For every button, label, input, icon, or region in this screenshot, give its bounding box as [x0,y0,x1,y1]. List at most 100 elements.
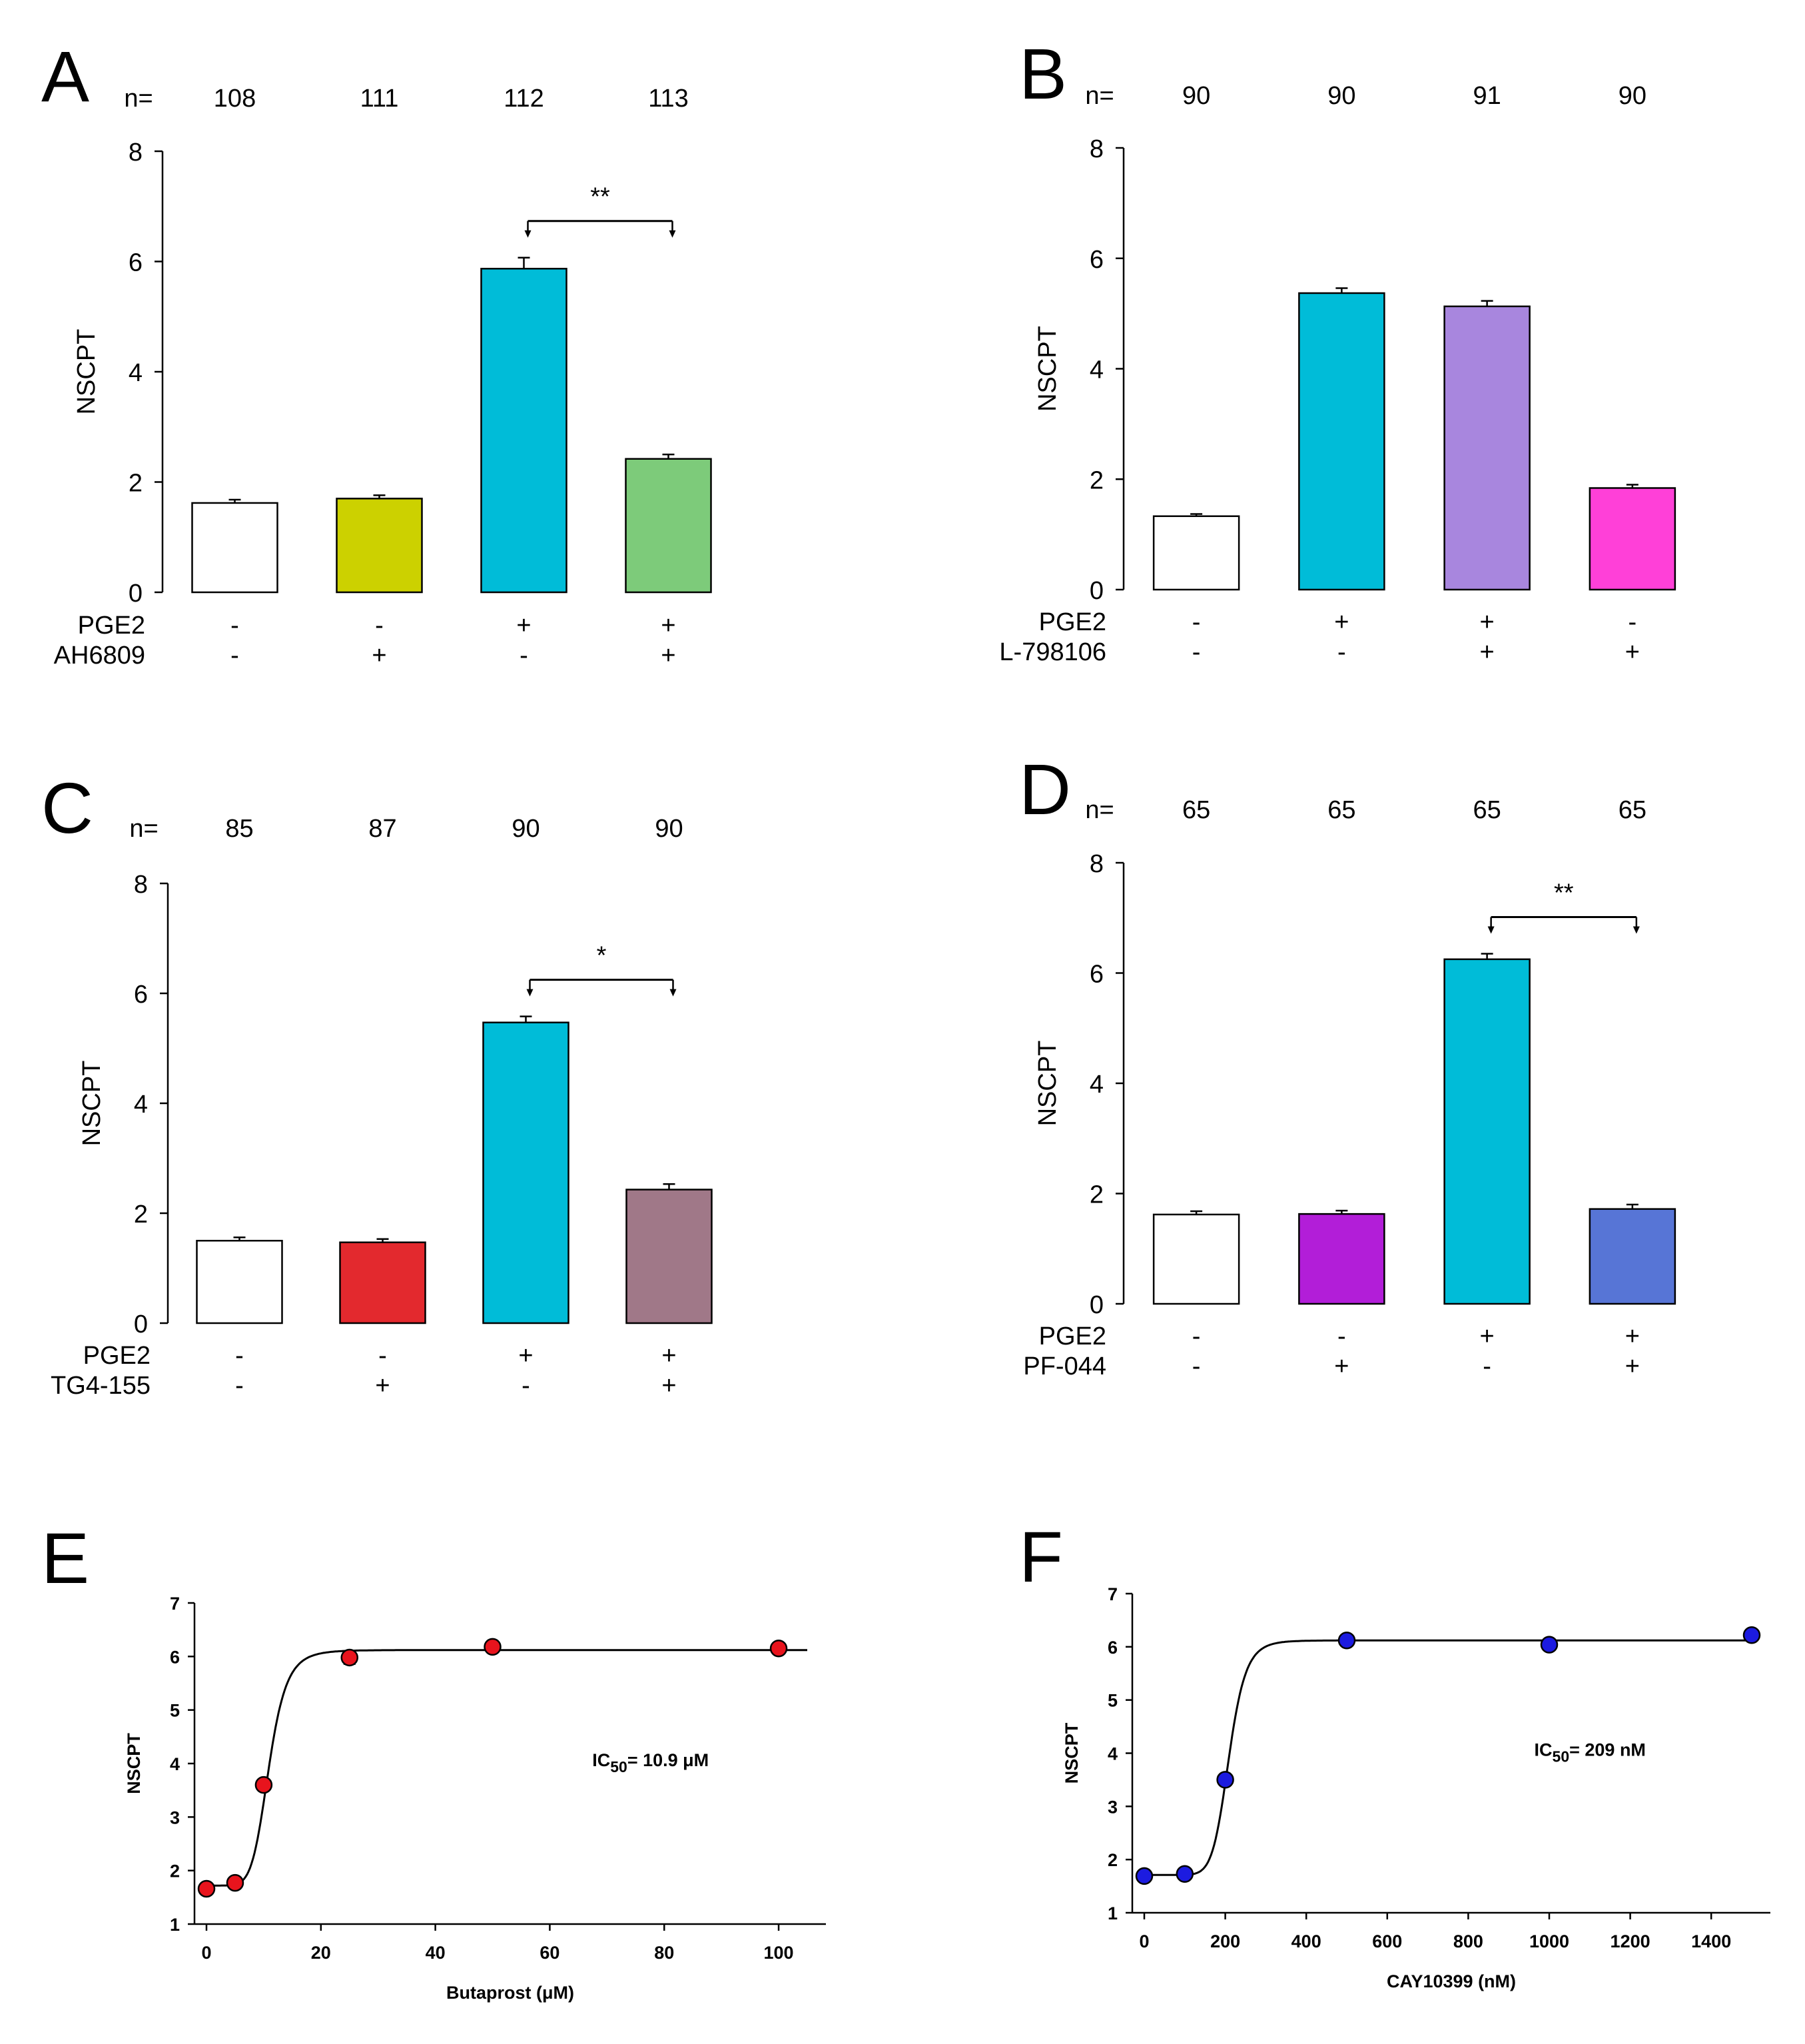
y-tick-label: 1 [170,1915,180,1935]
panel-f: F 1 2 3 4 5 6 7 0 200 400 600 800 1000 1200 1400 CAY1039… [1019,1516,1770,1991]
n-value: 87 [368,815,396,843]
significance-label: ** [590,183,610,211]
treatment-sign: + [518,1342,533,1370]
bar [482,1021,569,1324]
data-point [340,1648,359,1667]
y-tick-label: 4 [170,1754,180,1774]
treatment-sign: + [375,1372,390,1400]
treatment-sign: - [235,1342,244,1370]
panel-label: D [1019,749,1071,829]
bar [1298,292,1385,591]
n-value: 90 [1619,82,1646,110]
data-point [254,1776,273,1794]
treatment-label: TG4-155 [51,1372,151,1400]
y-tick-label: 4 [134,1091,148,1119]
treatment-sign: - [378,1342,387,1370]
y-tick-label: 4 [1090,1071,1104,1099]
treatment-sign: - [375,612,384,640]
y-tick-label: 0 [1090,1291,1104,1319]
bar [1152,515,1240,591]
significance-arrow [669,989,677,997]
y-tick-label: 8 [1090,135,1104,163]
treatment-sign: - [235,1372,244,1400]
x-tick-label: 80 [654,1943,674,1963]
treatment-label: AH6809 [54,642,145,670]
y-tick-label: 2 [170,1861,180,1881]
y-tick-label: 6 [170,1647,180,1667]
y-axis-title: NSCPT [73,329,101,415]
n-value: 90 [512,815,540,843]
treatment-sign: + [1625,1322,1640,1350]
data-point [1216,1771,1234,1789]
y-tick-label: 6 [1090,246,1104,274]
treatment-sign: + [661,612,675,640]
treatment-sign: - [230,642,239,670]
treatment-sign: + [1625,638,1640,666]
significance-label: * [597,942,607,970]
y-tick-label: 8 [134,871,148,899]
n-value: 85 [225,815,253,843]
panel-label: C [41,767,93,848]
y-axis-title: NSCPT [1034,1041,1062,1127]
ic50-subscript: 50 [1553,1748,1570,1765]
ic50-value: = 209 nM [1569,1740,1646,1760]
n-value: 65 [1473,796,1501,824]
treatment-sign: - [520,642,528,670]
y-tick-label: 6 [134,981,148,1009]
ic50-prefix: IC [1535,1740,1553,1760]
x-tick-label: 40 [426,1943,446,1963]
bar [1589,487,1676,591]
bar [1298,1213,1385,1305]
y-tick-label: 0 [129,580,143,608]
y-tick-label: 8 [1090,850,1104,878]
y-tick-label: 3 [170,1807,180,1827]
n-value: 90 [655,815,683,843]
data-point [1742,1626,1761,1644]
bar [339,1241,426,1324]
ic50-subscript: 50 [610,1758,627,1776]
n-value: 90 [1327,82,1355,110]
treatment-sign: - [230,612,239,640]
bar [625,1189,713,1324]
y-tick-label: 6 [129,249,143,277]
panel-label: E [41,1518,89,1598]
bar [336,498,423,594]
y-tick-label: 5 [170,1701,180,1721]
n-value: 112 [504,85,544,113]
n-value: 91 [1473,82,1501,110]
significance-arrow [526,989,534,997]
treatment-sign: + [1480,638,1495,666]
n-label: n= [1085,82,1114,110]
ic50-prefix: IC [592,1750,610,1770]
y-tick-label: 6 [1108,1638,1118,1658]
data-point [1337,1632,1356,1650]
bar [196,1240,283,1324]
x-axis-title: CAY10399 (nM) [1387,1971,1516,1991]
bar [480,268,567,594]
treatment-label: PGE2 [83,1342,151,1370]
y-tick-label: 6 [1090,961,1104,989]
n-value: 111 [360,85,399,113]
y-tick-label: 2 [129,470,143,498]
n-label: n= [129,815,158,843]
x-tick-label: 0 [1139,1931,1149,1951]
treatment-sign: - [1192,638,1201,666]
treatment-sign: + [661,642,675,670]
significance-arrow [669,230,676,238]
y-tick-label: 7 [170,1594,180,1614]
y-tick-label: 4 [1108,1744,1118,1764]
fit-curve [1144,1639,1752,1876]
x-tick-label: 1400 [1691,1931,1731,1951]
data-point [1540,1636,1559,1654]
n-value: 65 [1327,796,1355,824]
treatment-sign: - [1192,608,1201,636]
treatment-sign: + [372,642,386,670]
ic50-value: = 10.9 μM [627,1750,709,1770]
significance-label: ** [1554,879,1574,907]
n-value: 108 [214,85,256,113]
treatment-sign: + [1334,1352,1349,1380]
y-tick-label: 2 [1108,1850,1118,1870]
